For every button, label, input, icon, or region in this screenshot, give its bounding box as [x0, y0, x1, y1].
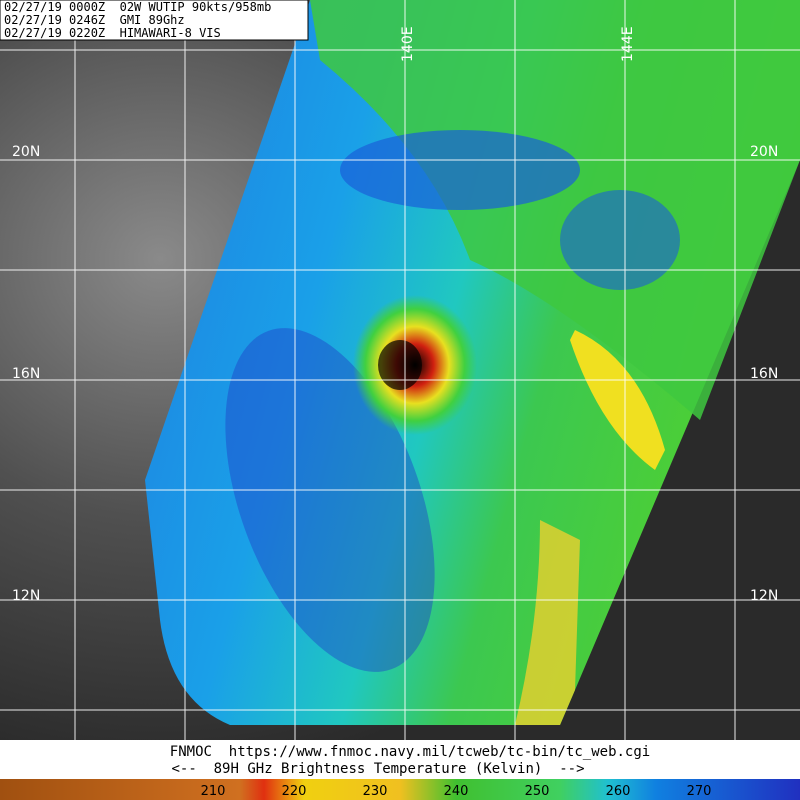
lat-label: 20N: [12, 144, 40, 160]
footer-caption: <-- 89H GHz Brightness Temperature (Kelv…: [171, 761, 584, 777]
lat-label: 16N: [750, 366, 778, 382]
header-line: 02/27/19 0000Z 02W WUTIP 90kts/958mb: [4, 0, 271, 14]
lat-label: 16N: [12, 366, 40, 382]
graticule: [0, 0, 800, 740]
lat-label: 20N: [750, 144, 778, 160]
lat-label: 12N: [12, 588, 40, 604]
lat-label: 12N: [750, 588, 778, 604]
lon-label: 140E: [400, 26, 416, 62]
colorbar-tick-label: 230: [363, 784, 388, 799]
colorbar-ticks: 210 220 230 240 250 260 270: [201, 784, 712, 799]
colorbar-tick-label: 210: [201, 784, 226, 799]
colorbar: [0, 779, 800, 800]
eyewall: [378, 340, 422, 390]
colorbar-tick-label: 270: [687, 784, 712, 799]
colorbar-tick-label: 260: [606, 784, 631, 799]
warm-band: [570, 330, 665, 470]
cold-region: [560, 190, 680, 290]
green-region: [310, 0, 800, 420]
cold-region: [340, 130, 580, 210]
lon-label: 144E: [620, 26, 636, 62]
header-line: 02/27/19 0220Z HIMAWARI-8 VIS: [4, 26, 221, 40]
colorbar-tick-label: 240: [444, 784, 469, 799]
warm-band: [515, 520, 580, 725]
footer-source: FNMOC https://www.fnmoc.navy.mil/tcweb/t…: [170, 744, 650, 760]
header-line: 02/27/19 0246Z GMI 89Ghz: [4, 13, 185, 27]
colorbar-tick-label: 250: [525, 784, 550, 799]
header-box: [0, 0, 309, 41]
colorbar-tick-label: 220: [282, 784, 307, 799]
